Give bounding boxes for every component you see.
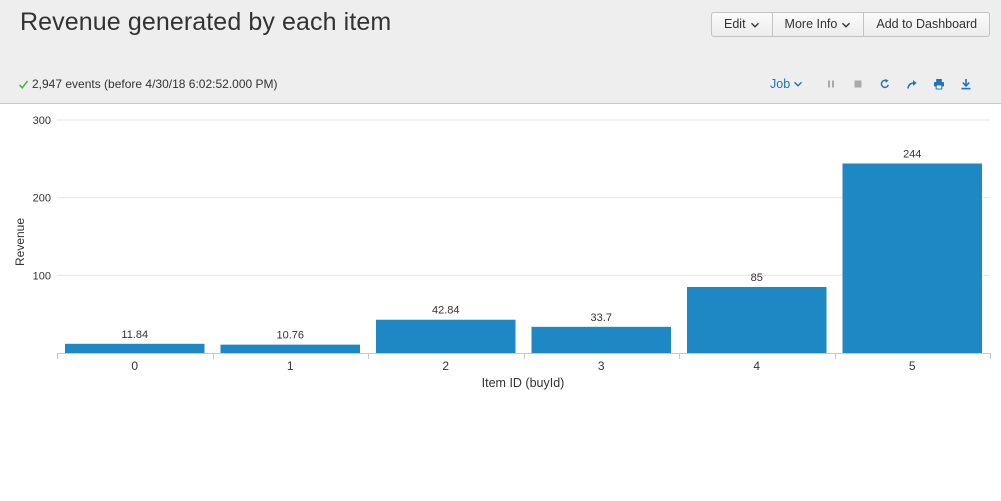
event-count-text: 2,947 events (before 4/30/18 6:02:52.000…	[32, 77, 278, 91]
share-button[interactable]	[898, 75, 925, 93]
page-title: Revenue generated by each item	[20, 8, 392, 36]
bar-value-label: 10.76	[276, 330, 304, 342]
bar-item-3[interactable]	[531, 326, 672, 353]
bar-item-5[interactable]	[842, 163, 983, 353]
more-info-button-label: More Info	[784, 17, 838, 31]
edit-button[interactable]: Edit	[712, 13, 773, 36]
add-to-dashboard-button[interactable]: Add to Dashboard	[864, 13, 989, 36]
job-menu-label: Job	[770, 77, 791, 91]
revenue-bar-chart: 10020030011.84010.76142.84233.738542445 …	[13, 115, 991, 390]
bar-item-4[interactable]	[687, 286, 827, 353]
bar-value-label: 244	[903, 148, 921, 160]
y-tick-label: 100	[33, 270, 51, 282]
x-tick-label: 1	[287, 359, 294, 373]
print-button[interactable]	[925, 75, 952, 93]
edit-button-label: Edit	[724, 17, 746, 31]
stop-button[interactable]	[844, 75, 871, 93]
y-tick-label: 300	[33, 115, 51, 127]
share-icon	[906, 80, 917, 89]
x-tick-label: 5	[909, 359, 916, 373]
download-icon	[961, 79, 971, 90]
bar-value-label: 42.84	[432, 305, 460, 317]
more-info-button[interactable]: More Info	[773, 13, 865, 36]
y-axis-label: Revenue	[13, 218, 27, 266]
download-button[interactable]	[952, 75, 979, 93]
y-tick-label: 200	[33, 193, 51, 205]
check-icon	[18, 80, 29, 89]
stop-icon	[854, 80, 862, 88]
bar-item-2[interactable]	[376, 319, 516, 353]
pause-icon	[827, 80, 834, 88]
pause-button[interactable]	[817, 75, 844, 93]
job-menu[interactable]: Job	[770, 77, 803, 91]
bar-value-label: 33.7	[591, 312, 612, 324]
bar-value-label: 85	[751, 272, 763, 284]
refresh-icon	[880, 78, 889, 89]
x-tick-label: 3	[598, 359, 605, 373]
x-tick-label: 2	[442, 359, 449, 373]
search-status: 2,947 events (before 4/30/18 6:02:52.000…	[18, 77, 278, 91]
bar-value-label: 11.84	[121, 329, 148, 341]
refresh-button[interactable]	[871, 75, 898, 93]
header-button-group: Edit More Info Add to Dashboard	[711, 12, 991, 37]
chevron-down-icon	[794, 81, 803, 87]
bar-item-1[interactable]	[220, 344, 361, 353]
chevron-down-icon	[750, 22, 759, 28]
x-tick-label: 0	[131, 359, 138, 373]
job-toolbar: Job	[770, 75, 979, 93]
dashboard-header: Revenue generated by each item Edit More…	[0, 0, 1001, 104]
print-icon	[933, 79, 944, 90]
bar-item-0[interactable]	[65, 343, 205, 353]
x-tick-label: 4	[753, 359, 760, 373]
x-axis-label: Item ID (buyId)	[482, 376, 565, 390]
chevron-down-icon	[842, 22, 851, 28]
